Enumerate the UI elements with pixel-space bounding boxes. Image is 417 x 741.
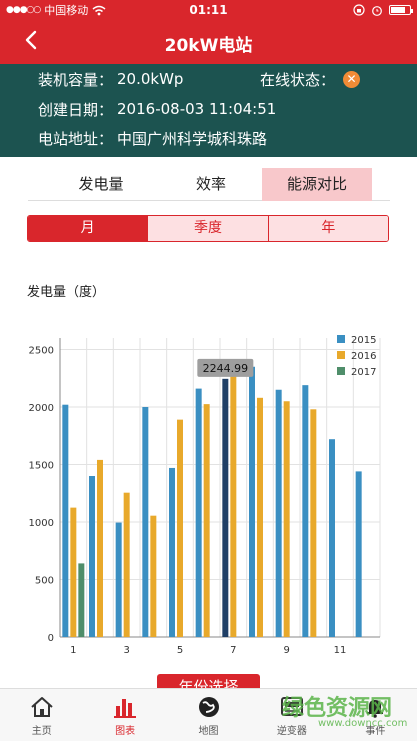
bar-2016-month-3 (123, 492, 130, 637)
y-tick-label: 500 (35, 576, 54, 587)
globe-icon (198, 697, 219, 717)
carrier-label: 中国移动 (44, 4, 89, 17)
status-bar: ●●●○○ 中国移动 01:11 (0, 0, 417, 20)
x-tick-label: 3 (123, 645, 129, 656)
tooltip-value: 2244.99 (203, 362, 249, 375)
x-tick-label: 5 (177, 645, 183, 656)
legend-label-2016: 2016 (351, 351, 376, 362)
tooltip-box (197, 358, 254, 377)
bar-chart-icon (114, 699, 137, 718)
tabbar-label-inverter: 逆变器 (276, 726, 307, 737)
legend-swatch-2015 (337, 335, 345, 343)
y-tick-label: 2500 (29, 346, 54, 357)
tabbar-label-events: 事件 (365, 726, 386, 737)
chart-tabs: 发电量 效率 能源对比 (28, 168, 390, 201)
bar-2016-month-9 (283, 401, 290, 637)
bar-2016-month-8 (257, 397, 263, 637)
alarm-icon (372, 6, 382, 16)
signal-icon: ●●●○○ (6, 5, 41, 15)
wifi-icon (92, 5, 106, 15)
bar-2015-month-3 (115, 522, 122, 637)
bar-2015-month-9 (275, 389, 282, 637)
bar-2015-month-1 (62, 404, 69, 637)
close-circle-icon: ✕ (343, 70, 361, 88)
bar-2015-month-10 (302, 385, 309, 637)
legend-label-2017: 2017 (351, 367, 376, 378)
tabbar-item-home[interactable]: 主页 (0, 689, 83, 741)
capacity-label: 装机容量： (38, 70, 114, 89)
bar-2016-month-7 (230, 371, 237, 637)
y-tick-label: 0 (48, 633, 54, 644)
capacity-value: 20.0kWp (117, 70, 184, 88)
legend-swatch-2016 (337, 351, 345, 359)
bar-2016-month-5 (177, 419, 183, 637)
bottom-tab-bar: 主页 图表 地图 逆变器 事件 (0, 688, 417, 741)
tabbar-item-events[interactable]: 事件 (334, 689, 417, 741)
period-year-button[interactable]: 年 (267, 216, 388, 241)
y-tick-label: 1000 (29, 518, 54, 529)
created-row: 创建日期： 2016-08-03 11:04:51 (38, 98, 276, 120)
tab-generation[interactable]: 发电量 (78, 175, 124, 193)
x-tick-label: 9 (283, 645, 289, 656)
bar-2016-month-10 (310, 409, 317, 637)
tabbar-item-map[interactable]: 地图 (167, 689, 250, 741)
bar-2015-month-2 (89, 476, 95, 637)
bar-2015-month-7 (222, 378, 229, 637)
station-info-panel: 装机容量： 20.0kWp 在线状态： ✕ 创建日期： 2016-08-03 1… (0, 64, 417, 157)
lock-rotation-icon (353, 4, 365, 16)
tab-energy-comparison[interactable]: 能源对比 (262, 168, 372, 201)
capacity-row: 装机容量： 20.0kWp (38, 68, 183, 90)
bar-2016-month-1 (70, 507, 77, 637)
created-value: 2016-08-03 11:04:51 (117, 100, 277, 118)
bar-2015-month-8 (249, 366, 255, 637)
address-row: 电站地址： 中国广州科学城科珠路 (38, 127, 267, 149)
inverter-icon (280, 697, 303, 716)
tabbar-item-inverter[interactable]: 逆变器 (250, 689, 333, 741)
period-quarter-button[interactable]: 季度 (147, 216, 268, 241)
y-tick-label: 1500 (29, 461, 54, 472)
bar-2016-month-2 (97, 459, 103, 637)
y-tick-label: 2000 (29, 403, 54, 414)
bar-2015-month-11 (329, 439, 335, 637)
bar-2015-month-6 (195, 388, 202, 637)
nav-bar: 20kW电站 (0, 20, 417, 64)
x-tick-label: 7 (230, 645, 236, 656)
bar-2015-month-12 (355, 471, 362, 637)
x-tick-label: 11 (334, 645, 347, 656)
period-selector: 月 季度 年 (27, 215, 389, 242)
page-title: 20kW电站 (164, 36, 253, 56)
online-status: 在线状态： ✕ (260, 68, 361, 90)
bar-2017-month-1 (78, 563, 85, 637)
online-status-label: 在线状态： (260, 70, 336, 89)
period-month-button[interactable]: 月 (28, 216, 148, 241)
legend-label-2015: 2015 (351, 335, 376, 346)
tabbar-label-home: 主页 (31, 726, 52, 737)
back-button[interactable] (24, 29, 38, 57)
x-tick-label: 1 (70, 645, 76, 656)
tabbar-item-chart[interactable]: 图表 (83, 689, 166, 741)
battery-icon (389, 5, 413, 15)
created-label: 创建日期： (38, 100, 114, 119)
tabbar-label-chart: 图表 (115, 726, 136, 737)
tab-efficiency[interactable]: 效率 (195, 175, 226, 193)
bar-2016-month-6 (203, 404, 210, 637)
home-icon (31, 697, 53, 717)
legend-swatch-2017 (337, 367, 345, 375)
chart-section-title: 发电量（度） (27, 285, 106, 300)
bar-2015-month-4 (142, 407, 149, 637)
bar-2015-month-5 (169, 467, 175, 637)
bell-icon (367, 700, 384, 718)
address-label: 电站地址： (38, 129, 114, 148)
chevron-left-icon (25, 30, 37, 50)
generation-bar-chart: 0 500 1000 1500 2000 2500 1 3 5 7 9 11 2244.99 2015 20… (29, 335, 381, 656)
address-value: 中国广州科学城科珠路 (117, 129, 268, 148)
bar-2016-month-4 (150, 515, 157, 637)
tabbar-label-map: 地图 (198, 726, 219, 737)
